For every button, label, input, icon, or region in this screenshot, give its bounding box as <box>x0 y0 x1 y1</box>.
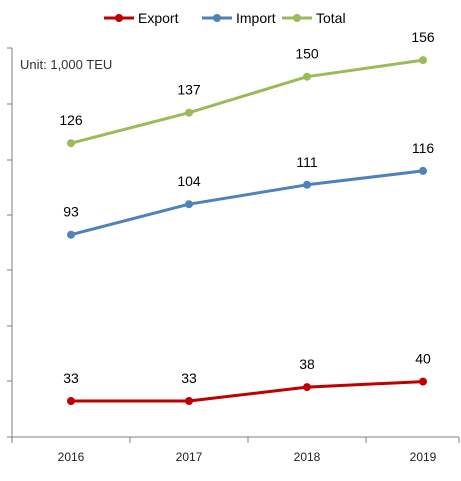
series-line-export <box>71 380 424 403</box>
data-label-export: 40 <box>415 351 431 367</box>
data-point-total <box>185 108 193 117</box>
data-point-import <box>419 166 427 175</box>
unit-label: Unit: 1,000 TEU <box>20 57 113 72</box>
legend-label-total: Total <box>316 10 346 26</box>
x-tick-label: 2017 <box>176 450 203 464</box>
legend-marker-import <box>213 14 221 22</box>
data-label-total: 156 <box>411 29 435 45</box>
data-point-total <box>419 56 427 65</box>
data-point-export <box>303 383 311 392</box>
data-label-export: 33 <box>63 370 79 386</box>
data-point-export <box>419 377 427 386</box>
data-label-import: 93 <box>63 204 79 220</box>
series-line-total <box>70 58 424 145</box>
data-point-total <box>303 72 311 81</box>
data-point-import <box>303 180 311 189</box>
legend-marker-export <box>115 14 123 22</box>
data-point-import <box>185 200 193 209</box>
x-tick-label: 2016 <box>58 450 85 464</box>
data-point-import <box>67 230 75 239</box>
data-label-total: 150 <box>295 46 319 62</box>
legend-label-import: Import <box>236 10 276 26</box>
data-label-export: 33 <box>181 370 197 386</box>
data-label-import: 116 <box>412 140 435 156</box>
data-label-import: 111 <box>296 154 317 170</box>
data-point-export <box>67 397 75 405</box>
data-point-total <box>67 139 75 148</box>
data-label-import: 104 <box>177 173 201 189</box>
data-label-total: 126 <box>59 112 83 128</box>
series-line-import <box>70 169 424 237</box>
data-label-export: 38 <box>299 356 315 372</box>
x-tick-label: 2019 <box>410 450 437 464</box>
legend-marker-total <box>293 14 301 22</box>
data-label-total: 137 <box>177 82 201 98</box>
x-tick-label: 2018 <box>294 450 321 464</box>
legend-label-export: Export <box>138 10 179 26</box>
data-point-export <box>185 397 193 405</box>
